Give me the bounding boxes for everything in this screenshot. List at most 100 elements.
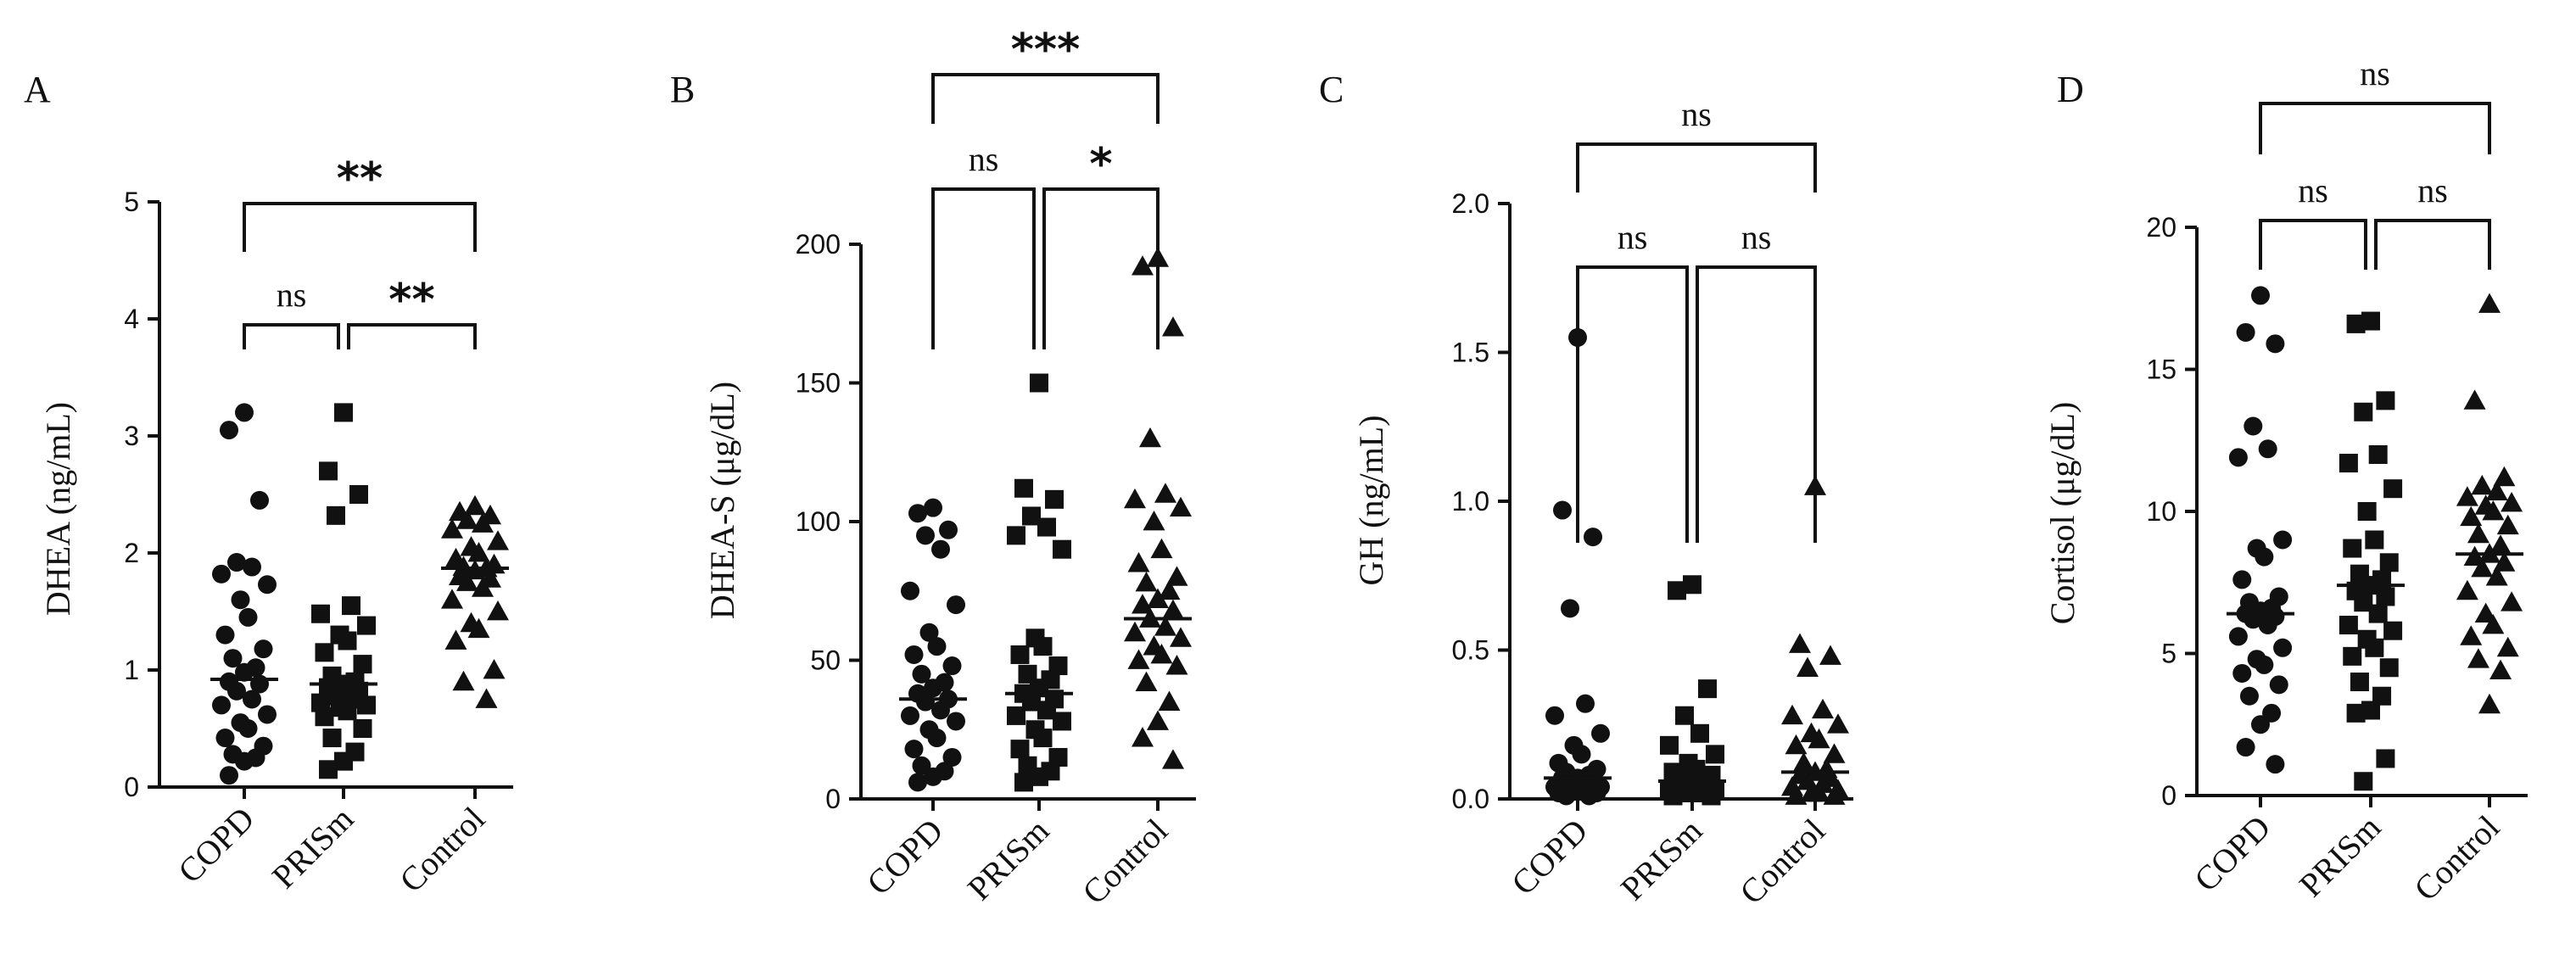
y-tick-label: 20 [2146, 212, 2176, 243]
data-point-control [2467, 522, 2489, 544]
data-point-prism [1686, 783, 1706, 802]
data-point-copd [235, 751, 254, 771]
significance-bracket [2374, 219, 2491, 270]
data-point-prism [2346, 703, 2366, 723]
data-point-control [1170, 627, 1192, 647]
data-point-control [2478, 693, 2501, 714]
x-category-label: Control [392, 800, 492, 900]
data-point-control [1812, 698, 1834, 719]
data-point-control [1127, 552, 1150, 572]
data-point-control [1124, 621, 1146, 642]
x-category-label: PRISm [2292, 808, 2389, 905]
data-point-copd [942, 747, 962, 767]
y-tick-label: 0 [2161, 780, 2176, 811]
data-point-control [467, 617, 490, 639]
data-point-copd [912, 664, 931, 684]
data-point-copd [2251, 715, 2270, 734]
data-point-copd [947, 595, 965, 615]
y-tick-label: 2.0 [1452, 188, 1489, 219]
x-category-label: Control [1732, 812, 1832, 912]
data-point-control [1132, 594, 1154, 614]
data-point-control [2463, 389, 2486, 410]
data-point-control [1808, 728, 1830, 749]
data-point-copd [931, 701, 950, 720]
data-point-copd [908, 504, 927, 523]
data-point-copd [1556, 786, 1576, 806]
data-point-control [1796, 769, 1819, 790]
data-point-prism [1030, 373, 1048, 393]
data-point-copd [942, 656, 962, 676]
significance-label: ns [2417, 171, 2448, 209]
data-point-prism [2383, 621, 2403, 640]
significance-label: ns [1741, 218, 1772, 256]
data-point-copd [2236, 738, 2255, 757]
data-point-control [1135, 571, 1158, 592]
data-point-copd [2228, 448, 2248, 467]
x-category-label: Control [1075, 812, 1175, 912]
data-point-prism [2376, 749, 2395, 768]
significance-bracket [2259, 102, 2491, 154]
data-point-copd [212, 564, 231, 584]
significance-bracket [243, 202, 477, 252]
significance-bracket [1576, 265, 1689, 543]
significance-label: ns [1618, 218, 1648, 256]
significance-bracket [931, 73, 1159, 124]
data-point-control [2471, 474, 2494, 495]
data-point-prism [2354, 593, 2373, 612]
data-point-prism [1698, 679, 1717, 699]
data-point-control [2460, 625, 2483, 645]
data-point-prism [1683, 575, 1702, 595]
data-point-prism [2368, 604, 2388, 623]
data-point-prism [2354, 402, 2373, 422]
data-point-copd [243, 557, 261, 577]
data-point-copd [2255, 547, 2274, 567]
data-point-copd [916, 526, 935, 545]
data-point-control [1154, 483, 1176, 503]
data-point-prism [1668, 581, 1686, 600]
data-point-copd [939, 520, 958, 539]
data-point-control [1127, 649, 1150, 669]
data-point-copd [231, 590, 250, 610]
data-point-copd [1545, 706, 1564, 725]
x-category-label: COPD [1504, 812, 1595, 902]
data-point-prism [342, 596, 360, 616]
data-point-control [1124, 488, 1146, 509]
data-point-copd [908, 773, 927, 792]
data-point-prism [2343, 539, 2362, 558]
data-point-copd [1591, 723, 1610, 743]
panel-letter: A [24, 69, 51, 110]
data-point-copd [2258, 439, 2277, 459]
panel-letter: B [670, 69, 695, 110]
data-point-prism [1022, 506, 1041, 526]
data-point-control [1823, 785, 1846, 805]
data-point-control [1162, 749, 1184, 769]
data-point-prism [1030, 767, 1048, 786]
data-point-control [2478, 293, 2501, 313]
chart-panel-d: D 0 5 10 15 20 Cortisol (μg/dL) COPD PRISm Contro… [2043, 54, 2528, 908]
data-point-prism [1014, 478, 1033, 498]
data-point-prism [2339, 454, 2358, 473]
data-point-prism [2365, 638, 2384, 657]
data-point-prism [2365, 530, 2384, 550]
y-tick-label: 50 [810, 645, 841, 676]
data-point-prism [2361, 701, 2380, 720]
data-point-prism [2379, 658, 2399, 678]
y-tick-label: 0.5 [1452, 635, 1489, 666]
data-point-control [1165, 655, 1188, 675]
data-point-control [2493, 551, 2516, 572]
data-point-prism [1014, 773, 1033, 792]
data-point-control [1781, 704, 1803, 725]
data-point-prism [2343, 646, 2362, 666]
data-point-prism [2354, 772, 2373, 791]
data-point-control [2501, 591, 2523, 611]
data-point-control [441, 518, 463, 539]
data-point-control [483, 659, 506, 679]
data-point-prism [1053, 712, 1071, 731]
panel-letter: D [2057, 69, 2084, 110]
significance-label: ns [969, 140, 999, 178]
data-point-prism [353, 719, 372, 738]
data-point-control [472, 577, 494, 597]
y-tick-label: 15 [2146, 355, 2176, 385]
data-point-prism [2379, 553, 2399, 572]
data-point-copd [2228, 627, 2248, 646]
